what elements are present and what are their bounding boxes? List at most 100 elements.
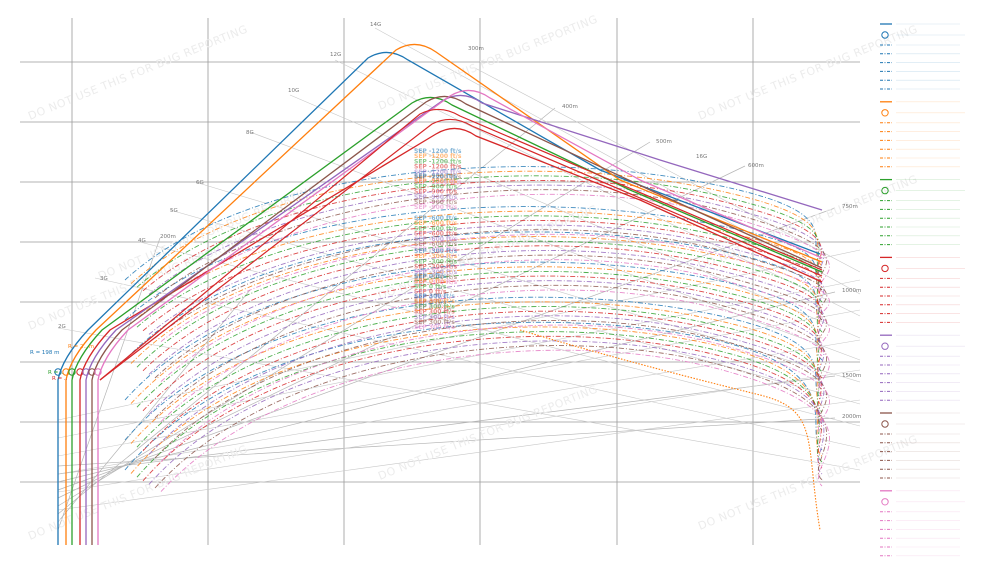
sep-label: SEP -600 ft/s <box>414 225 458 232</box>
sep-label: SEP -900 ft/s <box>414 189 458 196</box>
sep-label: SEP -900 ft/s <box>414 178 458 185</box>
helper-line <box>57 399 861 511</box>
helper-line <box>57 369 861 493</box>
sep-label: SEP -300 ft/s <box>414 248 458 255</box>
envelope-curve <box>97 89 823 545</box>
sep-label: SEP 0 ft/s <box>414 283 447 290</box>
sep-label: SEP -900 ft/s <box>414 199 458 206</box>
sep-label: SEP -600 ft/s <box>414 236 458 243</box>
envelope-curve <box>71 96 823 545</box>
turn-envelope-curves <box>54 43 823 545</box>
g-label: 8G <box>246 130 254 136</box>
sep-curve <box>142 335 823 482</box>
g-label: 3G <box>100 276 108 282</box>
sep-label: SEP 300 ft/s <box>414 303 455 310</box>
radius-label: 600m <box>748 163 764 169</box>
radius-label: 750m <box>842 204 858 210</box>
dotted-curve <box>519 329 821 531</box>
watermark-text: DO NOT USE THIS FOR BUG REPORTING <box>26 442 249 542</box>
radius-label: 400m <box>562 104 578 110</box>
radius-line <box>57 141 651 507</box>
sep-label: SEP 300 ft/s <box>414 319 455 326</box>
g-label: 5G <box>170 208 178 214</box>
corner-speed-marker <box>94 368 102 376</box>
sep-label: SEP -1200 ft/s <box>414 153 462 160</box>
radius-and-g-lines <box>57 27 861 531</box>
sep-label: SEP -900 ft/s <box>414 204 458 211</box>
corner-speed-marker <box>54 368 62 376</box>
legend <box>880 23 965 557</box>
sep-curve <box>136 306 823 448</box>
watermark-text: DO NOT USE THIS FOR BUG REPORTING <box>696 432 919 532</box>
g-line <box>334 59 861 317</box>
sep-label: SEP -1200 ft/s <box>414 179 462 186</box>
helper-line <box>57 309 861 457</box>
radius-label: 200m <box>160 234 176 240</box>
corner-speed-marker <box>68 368 76 376</box>
g-label: 4G <box>138 238 146 244</box>
watermark-text: DO NOT USE THIS FOR BUG REPORTING <box>376 12 599 112</box>
sep-label: SEP -600 ft/s <box>414 241 458 248</box>
sep-label: SEP 300 ft/s <box>414 324 455 331</box>
g-label: 10G <box>288 88 299 94</box>
legend-marker-sample <box>881 264 889 273</box>
radius-label: 2000m <box>842 414 861 420</box>
legend-marker-sample <box>881 186 889 195</box>
sep-label: SEP -600 ft/s <box>414 220 458 227</box>
g-label: 2G <box>58 324 66 330</box>
sep-curve <box>160 289 830 422</box>
sep-label: SEP 0 ft/s <box>414 273 447 280</box>
radius-line <box>57 165 746 499</box>
sep-curve <box>160 233 830 342</box>
g-line <box>57 327 861 471</box>
g-line <box>94 277 861 449</box>
sep-curve <box>136 240 823 368</box>
sep-curve <box>160 349 830 492</box>
corner-radius-label: R = 2.. m <box>68 344 94 350</box>
envelope-curve <box>99 118 823 381</box>
sep-label: SEP -1200 ft/s <box>414 169 462 176</box>
sep-label: SEP 300 ft/s <box>414 314 455 321</box>
sep-label: SEP -600 ft/s <box>414 246 458 253</box>
sep-curve <box>136 331 823 478</box>
helper-line <box>57 279 861 439</box>
g-line <box>474 67 861 273</box>
envelope-curve <box>85 94 823 545</box>
envelope-curve <box>99 108 823 381</box>
sep-label: SEP -300 ft/s <box>414 274 458 281</box>
sep-label: SEP -300 ft/s <box>414 279 458 286</box>
sep-curve <box>154 284 827 419</box>
sep-curve <box>160 324 830 462</box>
sep-label: SEP 0 ft/s <box>414 294 447 301</box>
sep-label: SEP 300 ft/s <box>414 309 455 316</box>
helper-line <box>57 339 861 475</box>
sep-curve <box>136 270 823 408</box>
radius-line <box>57 107 556 515</box>
sep-curve <box>154 254 827 379</box>
sep-label: SEP 300 ft/s <box>414 293 455 300</box>
sep-curve <box>154 229 827 339</box>
legend-marker-sample <box>881 420 889 428</box>
sep-label: SEP 0 ft/s <box>414 278 447 285</box>
corner-radius-label: R = 198 m <box>30 350 60 356</box>
sep-curve <box>148 224 825 335</box>
legend-marker-sample <box>881 342 889 350</box>
corner-radius-label: R = .. <box>48 370 64 376</box>
corner-radius-label: R = .. <box>52 376 68 382</box>
radius-label: 1500m <box>842 373 861 379</box>
sep-label: SEP -300 ft/s <box>414 258 458 265</box>
sep-label: SEP 0 ft/s <box>414 289 447 296</box>
sep-label: SEP -1200 ft/s <box>414 148 462 155</box>
envelope-curve <box>57 51 821 545</box>
sep-curve <box>130 170 823 284</box>
sep-label: SEP 0 ft/s <box>414 299 447 306</box>
sep-label: SEP -600 ft/s <box>414 215 458 222</box>
sep-curve <box>148 280 825 415</box>
sep-curve <box>130 266 823 404</box>
watermark-text: DO NOT USE THIS FOR BUG REPORTING <box>376 382 599 482</box>
sep-curve <box>124 296 823 441</box>
envelope-curve <box>65 43 823 545</box>
sep-label: SEP 0 ft/s <box>414 304 447 311</box>
sep-curve <box>142 275 823 412</box>
